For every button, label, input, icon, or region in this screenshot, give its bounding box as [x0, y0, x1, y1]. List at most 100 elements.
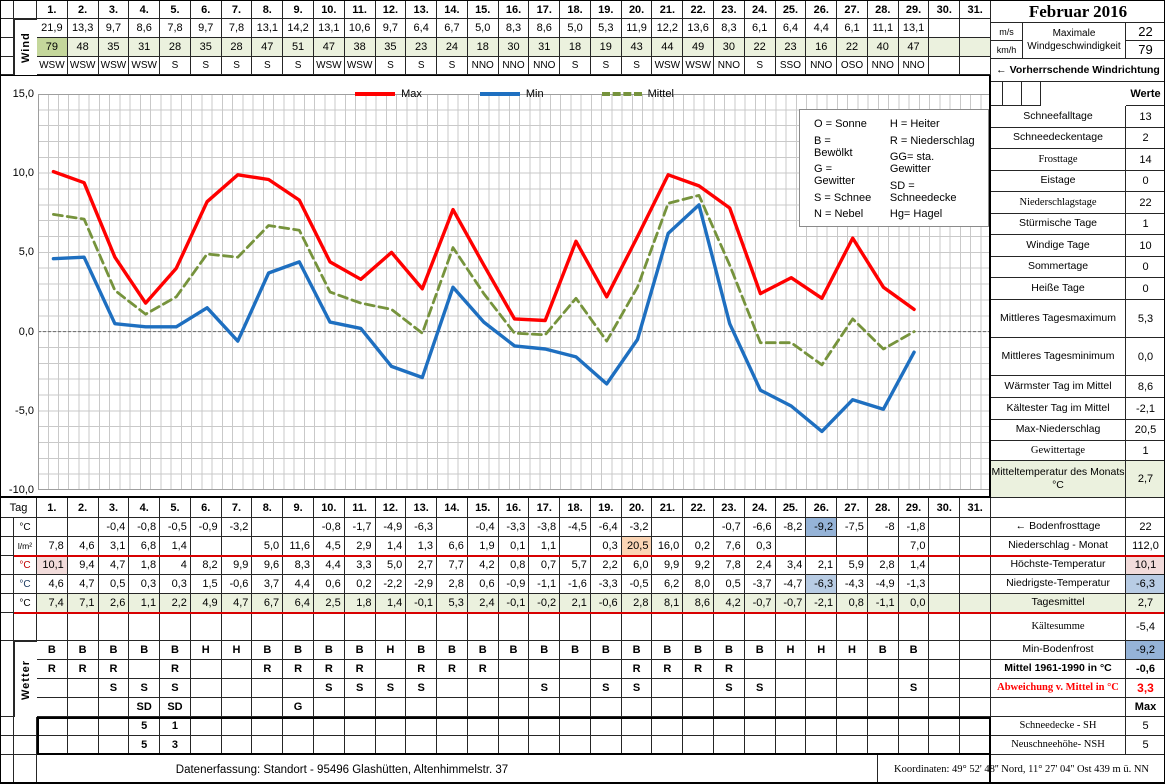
- day-header-cell[interactable]: 21.: [652, 498, 684, 518]
- hoechste-cell[interactable]: 2,4: [744, 556, 776, 575]
- day-header-cell[interactable]: 29.: [898, 1, 930, 19]
- weather-sky-cell[interactable]: B: [560, 641, 591, 660]
- day-header-cell[interactable]: 28.: [867, 1, 899, 19]
- stat-row-label[interactable]: Kältesumme: [991, 613, 1126, 641]
- bodenfrost-cell[interactable]: -0,8: [313, 518, 345, 537]
- day-header-cell[interactable]: 7.: [221, 498, 253, 518]
- weather-sky-cell[interactable]: B: [867, 641, 899, 660]
- weather-special-cell[interactable]: [837, 698, 868, 717]
- weather-snow-cell[interactable]: S: [160, 679, 191, 698]
- weather-sh-cell[interactable]: [67, 717, 99, 736]
- wind-ms-cell[interactable]: 9,7: [375, 19, 407, 38]
- stat-row-value[interactable]: Max: [1126, 698, 1164, 717]
- stat-row-value[interactable]: 1: [1126, 441, 1164, 461]
- weather-sh-cell[interactable]: [467, 717, 499, 736]
- weather-rain-cell[interactable]: R: [98, 660, 130, 679]
- empty-cell[interactable]: [529, 613, 561, 641]
- wind-dir-cell[interactable]: WSW: [313, 57, 345, 75]
- day-header-cell[interactable]: 13.: [406, 1, 438, 19]
- tagesmittel-cell[interactable]: -1,1: [867, 594, 899, 613]
- wind-ms-cell[interactable]: 13,1: [252, 19, 284, 38]
- empty-cell[interactable]: [560, 613, 591, 641]
- day-header-cell[interactable]: 10.: [313, 498, 345, 518]
- day-header-cell[interactable]: 26.: [806, 1, 838, 19]
- niedrigste-cell[interactable]: 0,2: [344, 575, 376, 594]
- stat-row-value[interactable]: -6,3: [1126, 575, 1164, 594]
- stat-row-value[interactable]: 20,5: [1126, 420, 1164, 441]
- niedrigste-cell[interactable]: -0,5: [621, 575, 653, 594]
- bodenfrost-cell[interactable]: -9,2: [806, 518, 838, 537]
- bodenfrost-cell[interactable]: [437, 518, 468, 537]
- stat-row-value[interactable]: 2: [1126, 128, 1164, 149]
- weather-rain-cell[interactable]: [375, 660, 407, 679]
- day-header-cell[interactable]: 19.: [590, 1, 622, 19]
- wind-dir-cell[interactable]: S: [590, 57, 622, 75]
- weather-sh-cell[interactable]: [283, 717, 314, 736]
- weather-rain-cell[interactable]: R: [283, 660, 314, 679]
- empty-cell[interactable]: [867, 613, 899, 641]
- stat-row-label[interactable]: Stürmische Tage: [991, 214, 1126, 235]
- weather-special-cell[interactable]: SD: [129, 698, 161, 717]
- weather-sh-cell[interactable]: 5: [129, 717, 161, 736]
- stat-row-label[interactable]: Schneefalltage: [991, 106, 1126, 128]
- weather-rain-cell[interactable]: R: [714, 660, 745, 679]
- day-header-cell[interactable]: 31.: [960, 1, 991, 19]
- weather-sky-cell[interactable]: H: [775, 641, 807, 660]
- weather-sky-cell[interactable]: H: [375, 641, 407, 660]
- weather-rain-cell[interactable]: [590, 660, 622, 679]
- weather-rain-cell[interactable]: [129, 660, 161, 679]
- niederschlag-cell[interactable]: [221, 537, 253, 556]
- day-header-cell[interactable]: 8.: [252, 1, 284, 19]
- wind-ms-cell[interactable]: 11,9: [621, 19, 653, 38]
- stat-row-value[interactable]: -5,4: [1126, 613, 1164, 641]
- bodenfrost-cell[interactable]: -4,9: [375, 518, 407, 537]
- niedrigste-cell[interactable]: -2,2: [375, 575, 407, 594]
- stat-row-value[interactable]: -2,1: [1126, 398, 1164, 420]
- stat-row-label[interactable]: ← Bodenfrosttage: [991, 518, 1126, 537]
- weather-snow-cell[interactable]: [560, 679, 591, 698]
- weather-sky-cell[interactable]: B: [498, 641, 530, 660]
- wind-dir-cell[interactable]: NNO: [467, 57, 499, 75]
- weather-rain-cell[interactable]: [744, 660, 776, 679]
- empty-cell[interactable]: [744, 613, 776, 641]
- hoechste-cell[interactable]: 4,4: [313, 556, 345, 575]
- hoechste-cell[interactable]: 8,2: [190, 556, 222, 575]
- weather-special-cell[interactable]: [221, 698, 253, 717]
- weather-sky-cell[interactable]: B: [467, 641, 499, 660]
- weather-sky-cell[interactable]: B: [529, 641, 561, 660]
- wind-ms-cell[interactable]: [929, 19, 961, 38]
- wind-ms-cell[interactable]: 5,3: [590, 19, 622, 38]
- bodenfrost-cell[interactable]: -0,4: [467, 518, 499, 537]
- weather-special-cell[interactable]: [560, 698, 591, 717]
- weather-sky-cell[interactable]: B: [129, 641, 161, 660]
- weather-sh-cell[interactable]: [560, 717, 591, 736]
- empty-cell[interactable]: [406, 613, 438, 641]
- bodenfrost-cell[interactable]: -8,2: [775, 518, 807, 537]
- bodenfrost-cell[interactable]: -0,4: [98, 518, 130, 537]
- niedrigste-cell[interactable]: 1,5: [190, 575, 222, 594]
- wind-kmh-cell[interactable]: 79: [37, 38, 68, 57]
- niederschlag-cell[interactable]: [837, 537, 868, 556]
- wind-kmh-cell[interactable]: 30: [714, 38, 745, 57]
- wind-ms-cell[interactable]: 9,7: [190, 19, 222, 38]
- max-wind-kmh-value[interactable]: 79: [1126, 41, 1164, 59]
- tagesmittel-cell[interactable]: 1,1: [129, 594, 161, 613]
- niedrigste-cell[interactable]: 6,2: [652, 575, 684, 594]
- stat-row-label[interactable]: Wärmster Tag im Mittel: [991, 376, 1126, 398]
- wind-ms-cell[interactable]: 6,1: [837, 19, 868, 38]
- weather-sh-cell[interactable]: [190, 717, 222, 736]
- wind-dir-cell[interactable]: S: [406, 57, 438, 75]
- day-header-cell[interactable]: 4.: [129, 498, 161, 518]
- stat-row-label[interactable]: Max-Niederschlag: [991, 420, 1126, 441]
- weather-rain-cell[interactable]: [929, 660, 961, 679]
- weather-special-cell[interactable]: [806, 698, 838, 717]
- weather-rain-cell[interactable]: R: [344, 660, 376, 679]
- hoechste-cell[interactable]: 4: [160, 556, 191, 575]
- wind-kmh-cell[interactable]: 31: [529, 38, 561, 57]
- weather-snow-cell[interactable]: [67, 679, 99, 698]
- niedrigste-cell[interactable]: -0,6: [221, 575, 253, 594]
- wind-dir-cell[interactable]: S: [252, 57, 284, 75]
- niederschlag-cell[interactable]: 5,0: [252, 537, 284, 556]
- stat-row-label[interactable]: Niedrigste-Temperatur: [991, 575, 1126, 594]
- bodenfrost-cell[interactable]: -0,7: [714, 518, 745, 537]
